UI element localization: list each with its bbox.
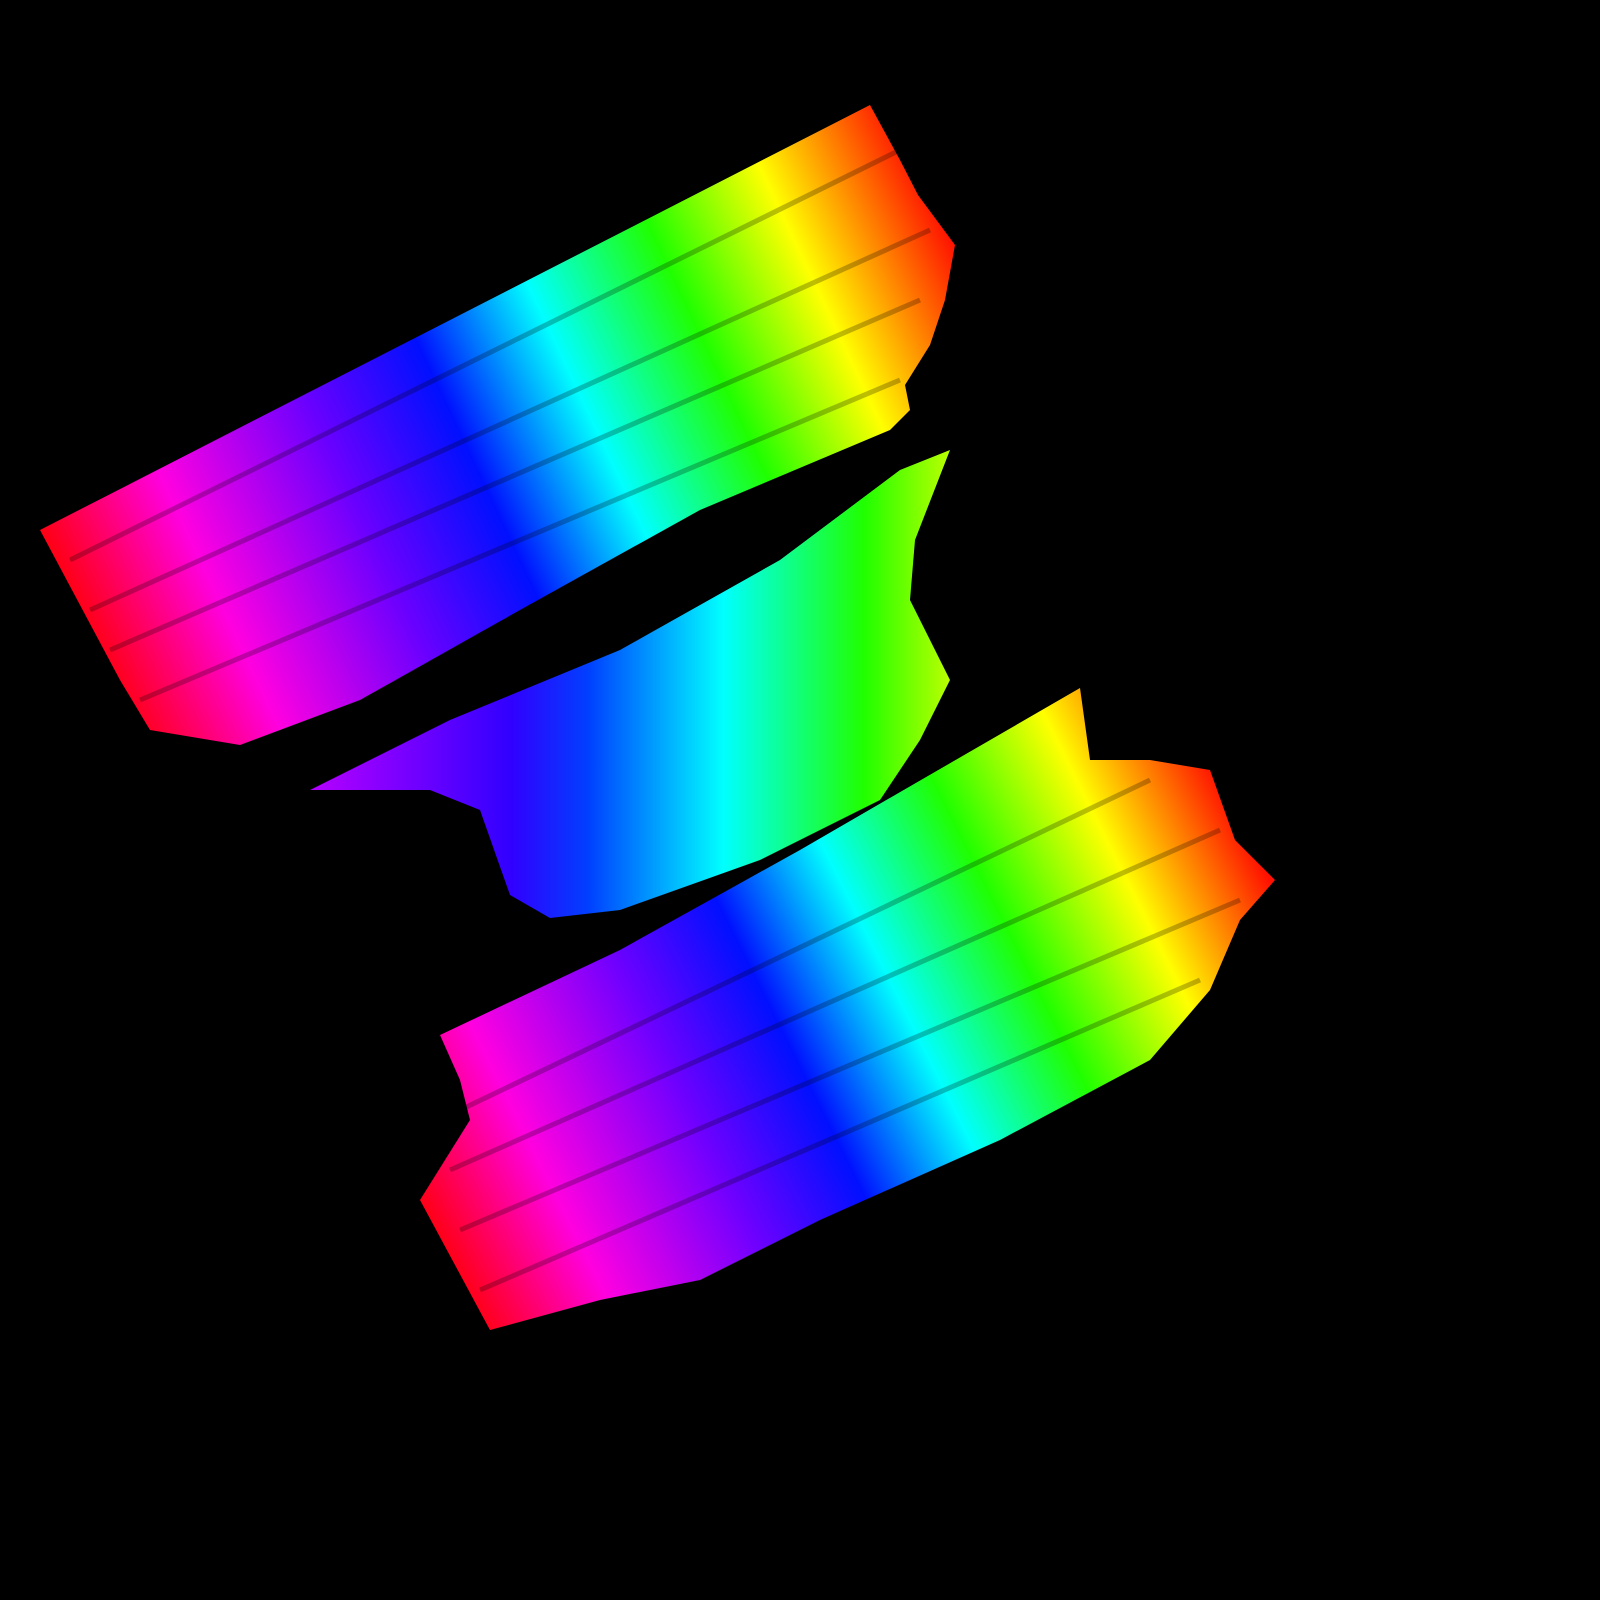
top-slab bbox=[40, 105, 955, 745]
bottom-slab bbox=[420, 688, 1275, 1330]
central-cylinder bbox=[310, 450, 950, 918]
top-slab-ridges bbox=[68, 147, 932, 703]
bottom-slab-ridges bbox=[448, 777, 1241, 1293]
